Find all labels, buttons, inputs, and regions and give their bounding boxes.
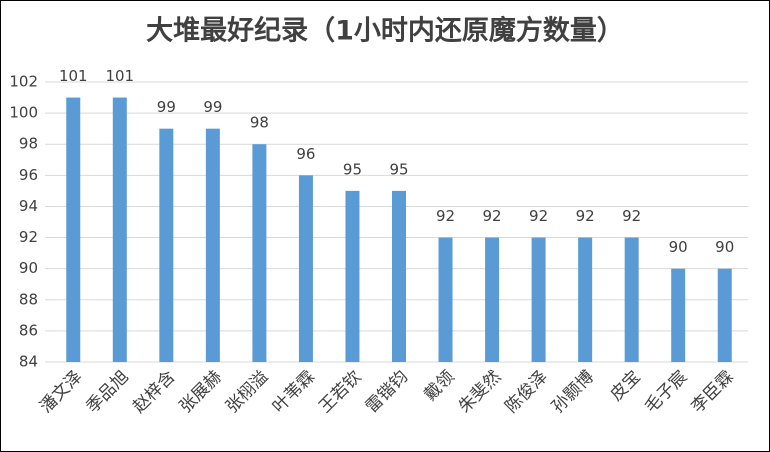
bar	[717, 268, 732, 362]
data-label: 92	[436, 207, 455, 225]
y-tick-label: 84	[19, 353, 38, 371]
data-label: 101	[59, 67, 88, 85]
data-label: 95	[389, 160, 408, 178]
y-tick-label: 92	[19, 228, 38, 246]
data-label: 92	[576, 207, 595, 225]
bar	[485, 237, 500, 362]
data-label: 99	[157, 98, 176, 116]
data-label: 92	[529, 207, 548, 225]
bar	[66, 97, 81, 363]
y-tick-label: 100	[9, 104, 38, 122]
bar	[298, 175, 313, 362]
chart-title: 大堆最好纪录（1小时内还原魔方数量）	[146, 15, 624, 47]
data-label: 96	[296, 145, 315, 163]
bar	[438, 237, 453, 362]
data-label: 99	[203, 98, 222, 116]
data-label: 90	[715, 238, 734, 256]
y-tick-label: 98	[19, 135, 38, 153]
bar	[159, 128, 174, 362]
data-label: 92	[483, 207, 502, 225]
y-tick-label: 86	[19, 321, 38, 339]
data-label: 95	[343, 160, 362, 178]
y-tick-label: 90	[19, 259, 38, 277]
bar	[112, 97, 127, 363]
bar	[671, 268, 686, 362]
bar	[531, 237, 546, 362]
bar	[392, 190, 406, 362]
bar	[205, 128, 220, 362]
bar	[578, 237, 593, 362]
bar	[345, 190, 360, 362]
bar	[252, 144, 267, 362]
data-label: 98	[250, 114, 269, 132]
y-tick-label: 88	[19, 290, 38, 308]
bar	[624, 237, 639, 362]
data-label: 90	[669, 238, 688, 256]
y-tick-label: 96	[19, 166, 38, 184]
data-label: 92	[622, 207, 641, 225]
y-tick-label: 102	[9, 73, 38, 91]
data-label: 101	[105, 67, 134, 85]
y-tick-label: 94	[19, 197, 38, 215]
